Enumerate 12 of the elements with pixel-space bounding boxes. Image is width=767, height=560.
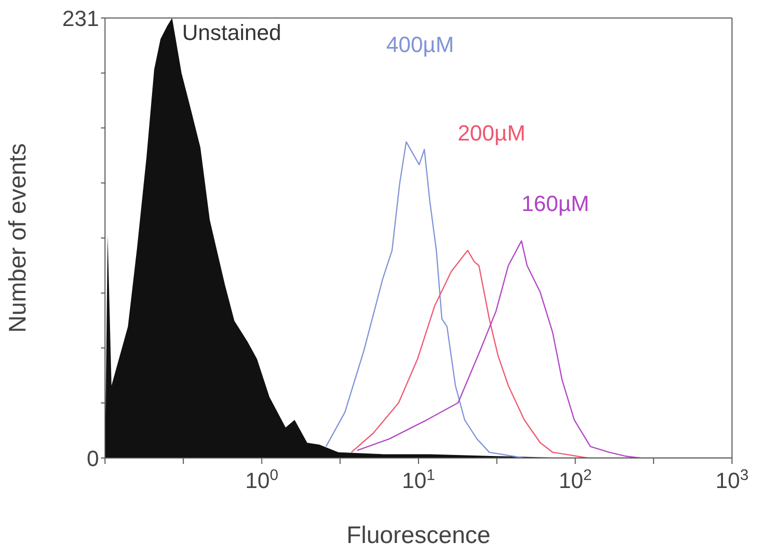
- x-axis-title: Fluorescence: [346, 522, 491, 549]
- y-tick-label: 231: [62, 6, 99, 31]
- y-tick-label: 0: [86, 446, 99, 471]
- series-label: 160µM: [521, 190, 590, 216]
- series-label: Unstained: [182, 20, 282, 45]
- x-tick-label: 10$^{1}$: [402, 466, 436, 493]
- text: 200µM: [458, 120, 526, 146]
- x-tick-label: 10$^{3}$: [715, 466, 749, 493]
- text: 400µM: [386, 32, 454, 57]
- x-tick-label: 10$^{0}$: [245, 466, 278, 493]
- x-tick-label: 10$^{2}$: [558, 466, 592, 493]
- y-axis-title: Number of events: [4, 143, 32, 333]
